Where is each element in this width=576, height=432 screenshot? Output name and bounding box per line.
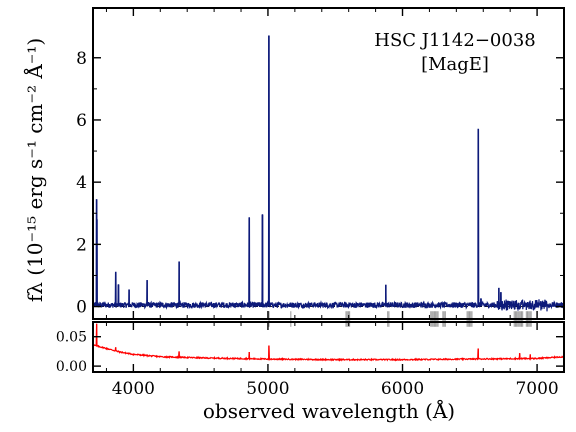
object-name-label: HSC J1142−0038 <box>374 30 535 51</box>
y-tick-label: 0.00 <box>56 359 87 375</box>
bottom-panel-error: 0.00 0.05 4000 5000 6000 7000 <box>56 321 565 399</box>
y-tick-label: 0.05 <box>56 330 87 346</box>
y-tick-label: 6 <box>76 111 87 131</box>
y-axis-label: fλ (10⁻¹⁵ erg s⁻¹ cm⁻² Å⁻¹) <box>22 38 47 302</box>
x-tick-label: 5000 <box>246 379 289 399</box>
top-axes-frame <box>92 7 565 320</box>
y-tick-label: 4 <box>76 173 87 193</box>
y-tick-label: 2 <box>76 235 87 255</box>
spectrum-line <box>92 35 565 312</box>
x-tick-label: 6000 <box>381 379 424 399</box>
y-tick-label: 0 <box>76 298 87 318</box>
y-tick-label: 8 <box>76 49 87 69</box>
bottom-axes-frame <box>92 321 565 373</box>
top-panel-spectrum: 0 2 4 6 8 <box>76 7 565 327</box>
x-tick-label: 4000 <box>112 379 155 399</box>
x-axis-label: observed wavelength (Å) <box>203 398 455 423</box>
instrument-label: [MagE] <box>421 54 489 75</box>
x-tick-label: 7000 <box>515 379 558 399</box>
error-line <box>92 323 564 362</box>
